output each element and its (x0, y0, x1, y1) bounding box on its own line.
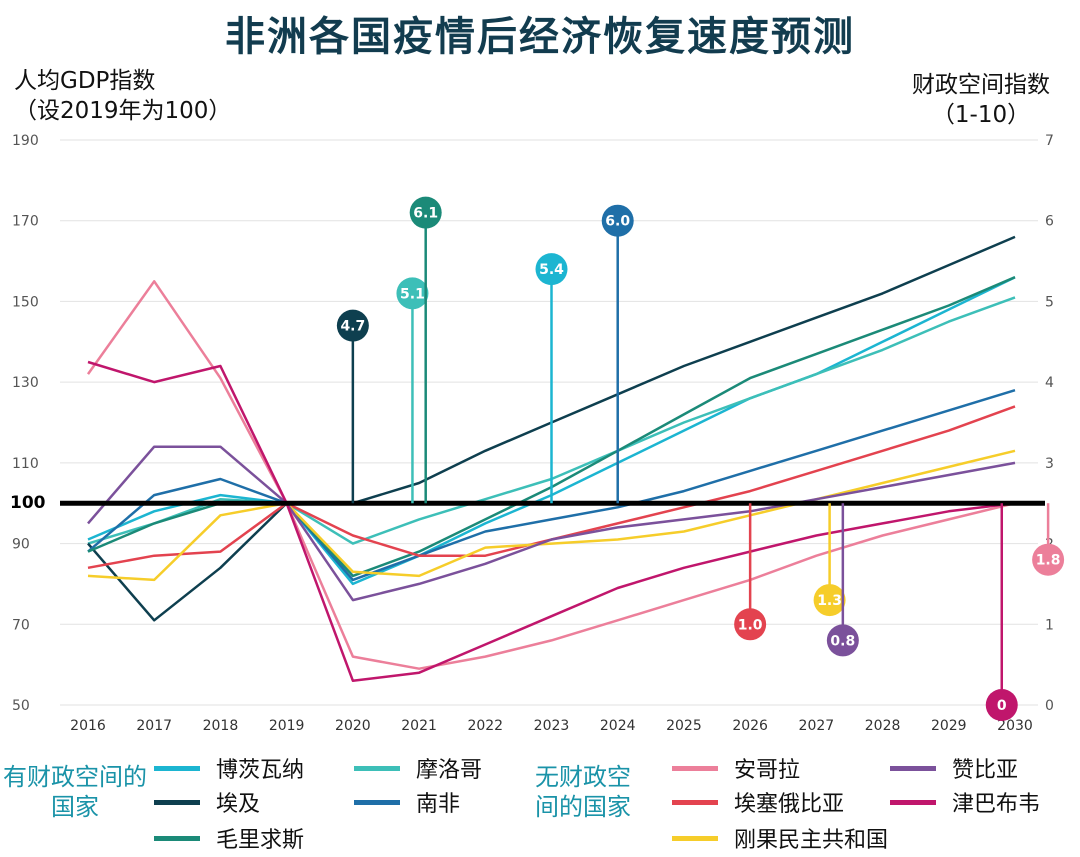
legend-label: 埃塞俄比亚 (734, 792, 845, 817)
right-axis-title: 财政空间指数 （1-10） (912, 70, 1050, 130)
marker-label-9: 1.8 (1036, 553, 1061, 569)
y2-tick-label: 1 (1045, 617, 1054, 633)
x-tick-label: 2028 (865, 718, 901, 734)
y2-tick-label: 5 (1045, 294, 1054, 310)
y-tick-label: 130 (12, 375, 39, 391)
legend-label: 刚果民主共和国 (734, 828, 889, 853)
legend-swatch (672, 799, 718, 805)
x-tick-label: 2019 (269, 718, 305, 734)
legend-swatch (154, 799, 200, 805)
left-axis-title: 人均GDP指数 （设2019年为100） (14, 66, 231, 126)
series-line-3 (87, 389, 1016, 582)
y-tick-label: 50 (12, 698, 30, 714)
legend-item: 埃塞俄比亚 (672, 786, 844, 818)
right-axis-title-line2: （1-10） (931, 102, 1031, 128)
series-line-9 (87, 360, 1016, 683)
line-chart: 5070901001101301501701900123456720162017… (10, 133, 1065, 734)
marker-label-8: 0 (997, 698, 1007, 714)
y-tick-label: 150 (12, 294, 39, 310)
marker-circle-5 (734, 608, 767, 641)
left-axis-title-line2: （设2019年为100） (14, 98, 232, 124)
legend-swatch (354, 765, 400, 771)
legend-swatch (672, 835, 718, 841)
marker-circle-8 (985, 689, 1018, 721)
legend-item: 摩洛哥 (354, 752, 482, 784)
x-tick-label: 2016 (70, 718, 106, 734)
legend-label: 埃及 (216, 792, 261, 817)
left-axis-title-line1: 人均GDP指数 (14, 68, 156, 94)
x-tick-label: 2024 (600, 718, 636, 734)
legend-item: 安哥拉 (672, 752, 800, 784)
marker-label-6: 1.3 (817, 593, 842, 609)
y2-tick-label: 3 (1045, 456, 1054, 472)
legend-label: 赞比亚 (952, 758, 1019, 783)
legend-item: 津巴布韦 (890, 786, 1040, 818)
y2-tick-label: 7 (1045, 133, 1054, 149)
marker-label-7: 0.8 (830, 633, 855, 649)
y2-tick-label: 6 (1045, 214, 1054, 230)
x-tick-label: 2025 (666, 718, 702, 734)
x-tick-label: 2020 (335, 718, 371, 734)
y-tick-label: 190 (12, 133, 39, 149)
legend-label: 安哥拉 (734, 758, 801, 783)
marker-circle-3 (535, 253, 568, 286)
legend-swatch (354, 799, 400, 805)
x-tick-label: 2030 (997, 718, 1033, 734)
legend-group-without-title: 无财政空间的国家 (535, 763, 631, 821)
series-line-8 (87, 445, 1016, 602)
x-tick-label: 2026 (732, 718, 768, 734)
legend-label: 博茨瓦纳 (216, 758, 305, 783)
series-line-5 (86, 280, 1016, 670)
marker-circle-7 (826, 624, 859, 657)
y-tick-label: 110 (12, 456, 39, 472)
x-tick-label: 2027 (799, 718, 835, 734)
legend-item: 博茨瓦纳 (154, 752, 304, 784)
series-line-7 (87, 449, 1016, 582)
y-tick-label: 170 (12, 214, 39, 230)
marker-label-5: 1.0 (738, 617, 763, 633)
marker-label-3: 5.4 (539, 262, 564, 278)
legend-swatch (154, 765, 200, 771)
legend-swatch (890, 765, 936, 771)
marker-circle-6 (813, 584, 846, 617)
legend-label: 南非 (416, 792, 461, 817)
legend-label: 毛里求斯 (216, 828, 305, 853)
right-axis-title-line1: 财政空间指数 (912, 72, 1050, 98)
legend-item: 南非 (354, 786, 460, 818)
legend-swatch (672, 765, 718, 771)
x-tick-label: 2022 (467, 718, 503, 734)
marker-circle-4 (601, 204, 634, 237)
chart-title: 非洲各国疫情后经济恢复速度预测 (225, 14, 855, 60)
y-tick-label: 70 (12, 617, 30, 633)
y2-tick-label: 4 (1045, 375, 1054, 391)
legend-item: 刚果民主共和国 (672, 822, 888, 854)
marker-circle-0 (336, 309, 369, 342)
legend-swatch (154, 835, 200, 841)
x-tick-label: 2017 (136, 718, 172, 734)
marker-circle-9 (1032, 543, 1065, 576)
y-tick-label: 90 (12, 537, 30, 553)
x-tick-label: 2023 (534, 718, 570, 734)
x-tick-label: 2018 (203, 718, 239, 734)
legend-item: 毛里求斯 (154, 822, 304, 854)
marker-label-2: 6.1 (413, 206, 438, 222)
marker-label-4: 6.0 (605, 214, 630, 230)
marker-label-1: 5.1 (400, 286, 425, 302)
y2-tick-label: 0 (1045, 698, 1054, 714)
legend-item: 赞比亚 (890, 752, 1018, 784)
legend-label: 摩洛哥 (416, 758, 483, 783)
marker-label-0: 4.7 (340, 319, 365, 335)
legend-item: 埃及 (154, 786, 260, 818)
marker-circle-2 (409, 196, 442, 229)
x-tick-label: 2021 (401, 718, 437, 734)
legend-label: 津巴布韦 (952, 792, 1041, 817)
y-tick-label: 100 (10, 493, 46, 513)
legend-swatch (890, 799, 936, 805)
x-tick-label: 2029 (931, 718, 967, 734)
marker-circle-1 (396, 277, 429, 310)
legend-group-with-title: 有财政空间的国家 (3, 763, 147, 821)
